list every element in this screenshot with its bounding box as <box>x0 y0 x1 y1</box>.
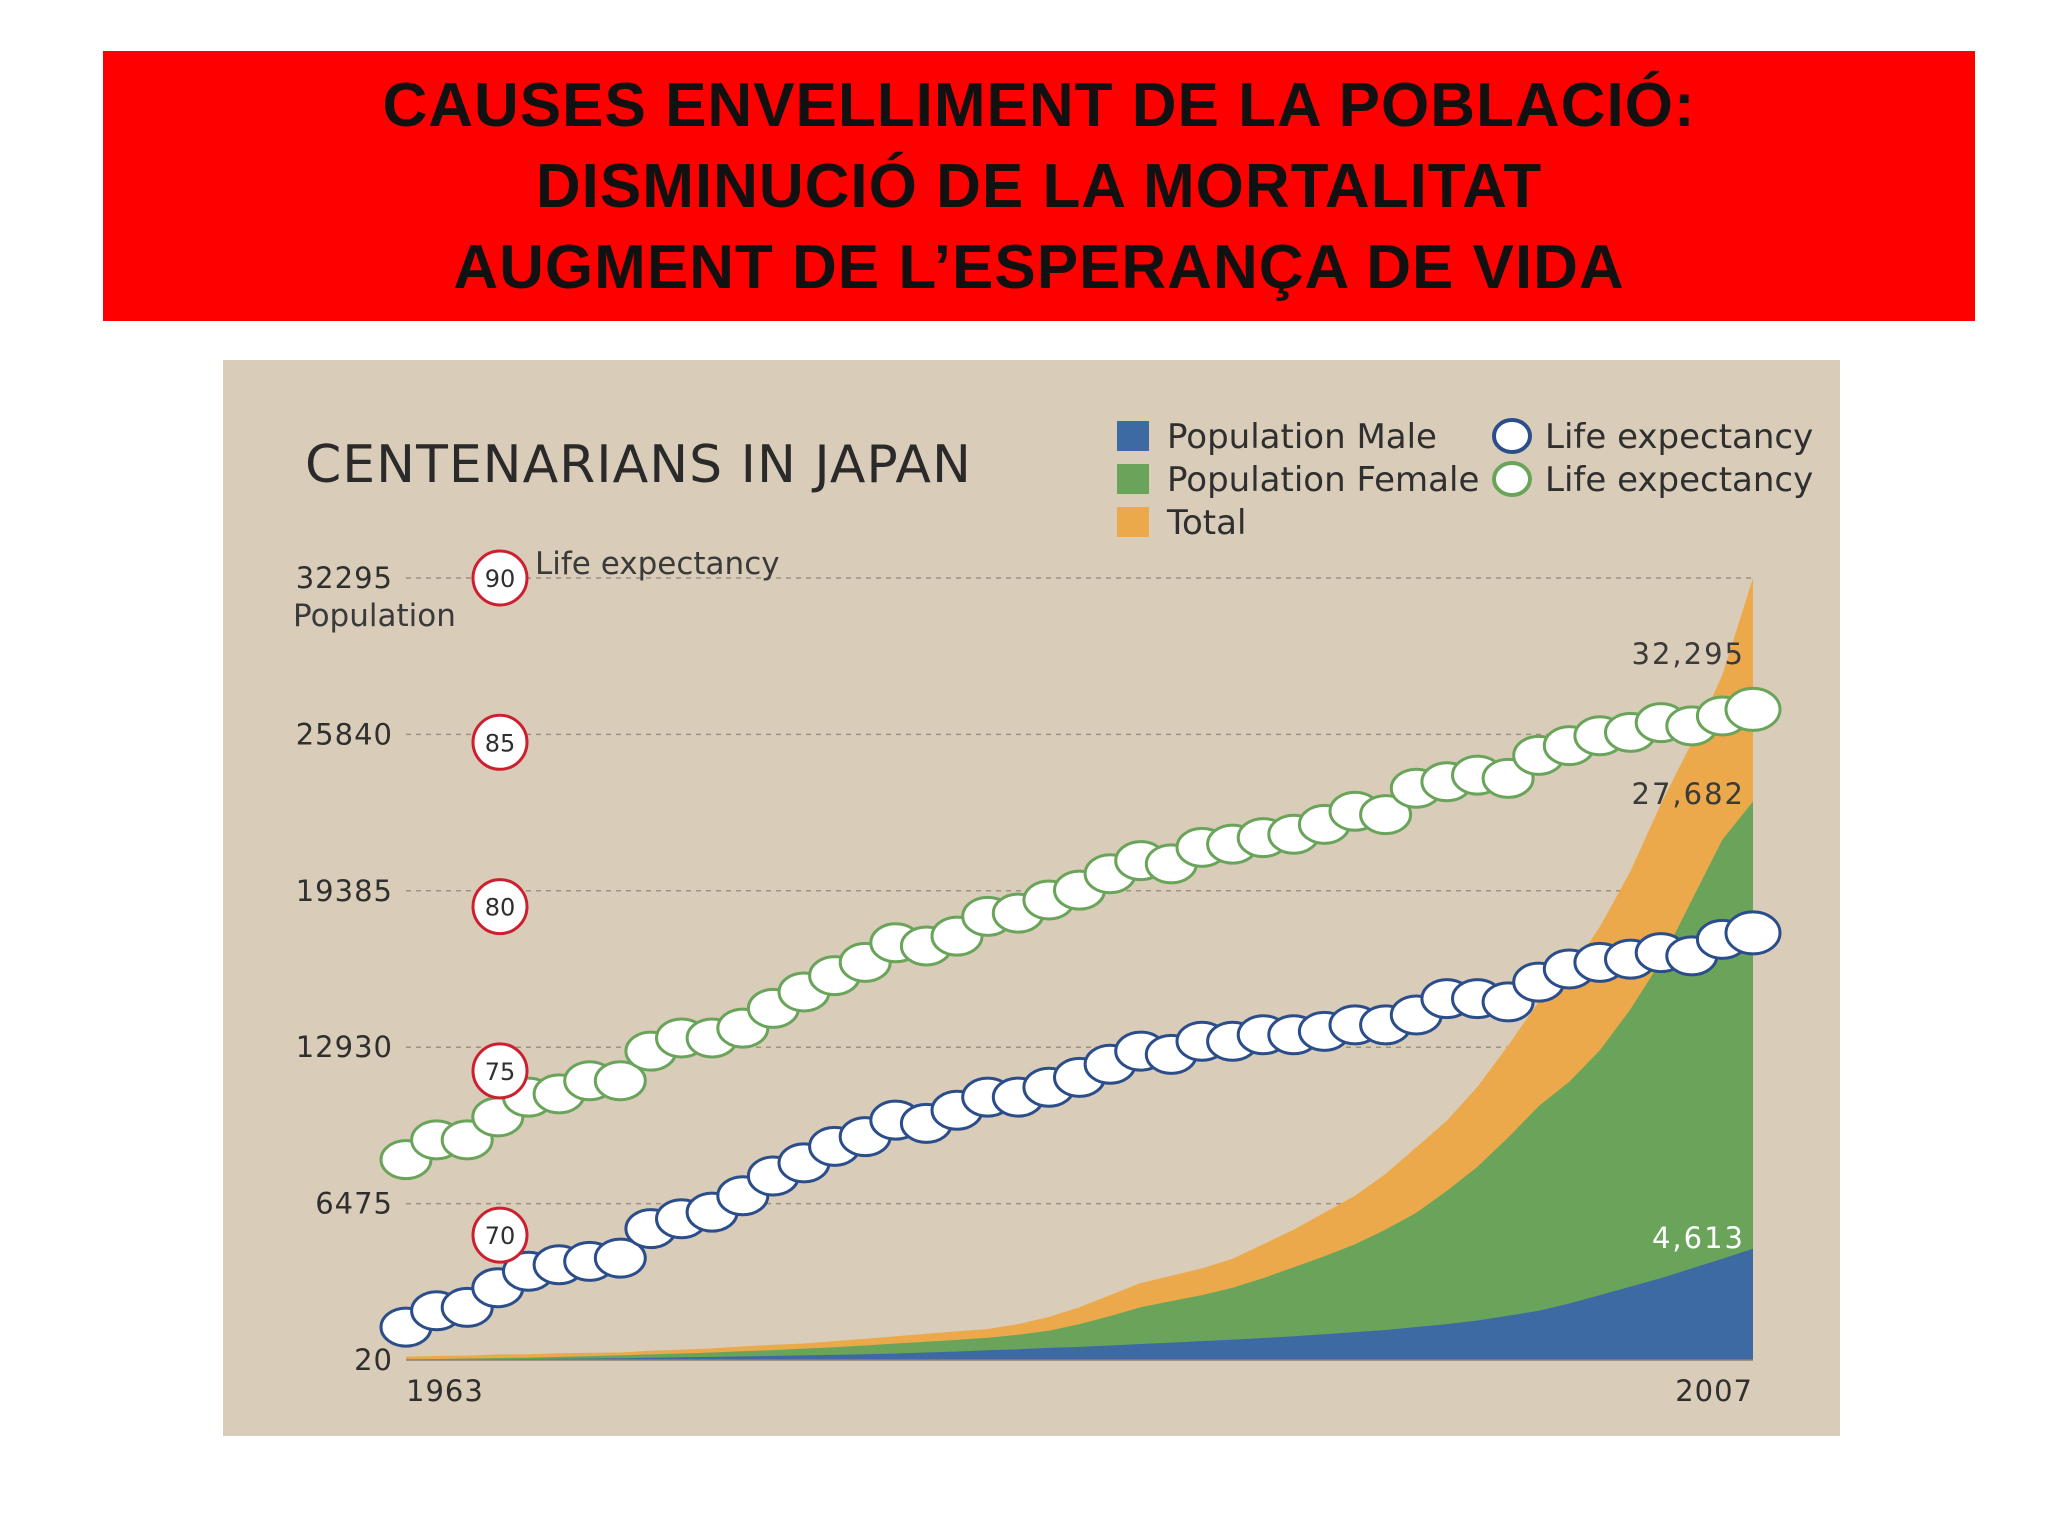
life-expectancy-tick-label: 70 <box>485 1222 516 1250</box>
legend: Population Male Population Female Total … <box>1117 417 1813 543</box>
life-expectancy-female-point <box>593 1060 647 1102</box>
legend-marker-life-female <box>1492 461 1532 497</box>
centenarians-chart: 32295 25840 19385 12930 6475 20 90 85 80 75 70 CEN… <box>293 417 1813 1408</box>
life-expectancy-female-point <box>1724 686 1782 732</box>
legend-label-life-male: Life expectancy <box>1545 417 1813 457</box>
life-expectancy-tick-circle <box>471 713 529 771</box>
life-expectancy-tick-circle <box>471 549 529 607</box>
life-expectancy-male-point <box>593 1237 647 1279</box>
legend-label-female: Population Female <box>1167 460 1479 500</box>
legend-marker-life-male <box>1492 418 1532 454</box>
life-expectancy-tick-circle <box>471 878 529 936</box>
title-banner: CAUSES ENVELLIMENT DE LA POBLACIÓ: DISMI… <box>103 51 1975 321</box>
legend-swatch-female <box>1117 464 1149 494</box>
area-population-female <box>406 801 1753 1360</box>
life-expectancy-female-point <box>1359 794 1413 836</box>
population-axis-label: Population <box>293 598 456 634</box>
population-tick-label: 12930 <box>296 1030 393 1064</box>
legend-label-total: Total <box>1166 503 1246 543</box>
annotation-total: 32,295 <box>1632 637 1745 671</box>
chart-title: CENTENARIANS IN JAPAN <box>305 435 972 495</box>
chart-panel: 32295 25840 19385 12930 6475 20 90 85 80 75 70 CEN… <box>223 360 1840 1436</box>
x-tick-label-end: 2007 <box>1675 1374 1753 1408</box>
x-tick-label-start: 1963 <box>406 1374 484 1408</box>
population-tick-label: 20 <box>354 1343 393 1377</box>
life-expectancy-tick-label: 80 <box>485 894 516 922</box>
population-tick-label: 25840 <box>296 717 393 751</box>
legend-swatch-male <box>1117 421 1149 451</box>
area-total <box>406 578 1753 1360</box>
population-tick-label: 6475 <box>315 1187 393 1221</box>
life-expectancy-axis-label: Life expectancy <box>535 546 780 582</box>
banner-line-2: DISMINUCIÓ DE LA MORTALITAT <box>535 151 1543 221</box>
life-expectancy-tick-circle <box>471 1042 529 1100</box>
legend-label-life-female: Life expectancy <box>1545 460 1813 500</box>
life-expectancy-tick-label: 85 <box>485 729 516 757</box>
banner-line-1: CAUSES ENVELLIMENT DE LA POBLACIÓ: <box>382 70 1696 140</box>
population-tick-label: 32295 <box>296 561 393 595</box>
legend-label-male: Population Male <box>1167 417 1437 457</box>
population-tick-label: 19385 <box>296 874 393 908</box>
annotation-female: 27,682 <box>1632 777 1745 811</box>
life-expectancy-male-point <box>1724 910 1782 956</box>
legend-swatch-total <box>1117 507 1149 537</box>
life-expectancy-tick-label: 75 <box>485 1058 516 1086</box>
banner-line-3: AUGMENT DE L’ESPERANÇA DE VIDA <box>453 232 1625 302</box>
life-expectancy-tick-circle <box>471 1206 529 1264</box>
annotation-male: 4,613 <box>1652 1221 1745 1255</box>
area-population-male <box>406 1248 1753 1360</box>
life-expectancy-tick-label: 90 <box>485 565 516 593</box>
